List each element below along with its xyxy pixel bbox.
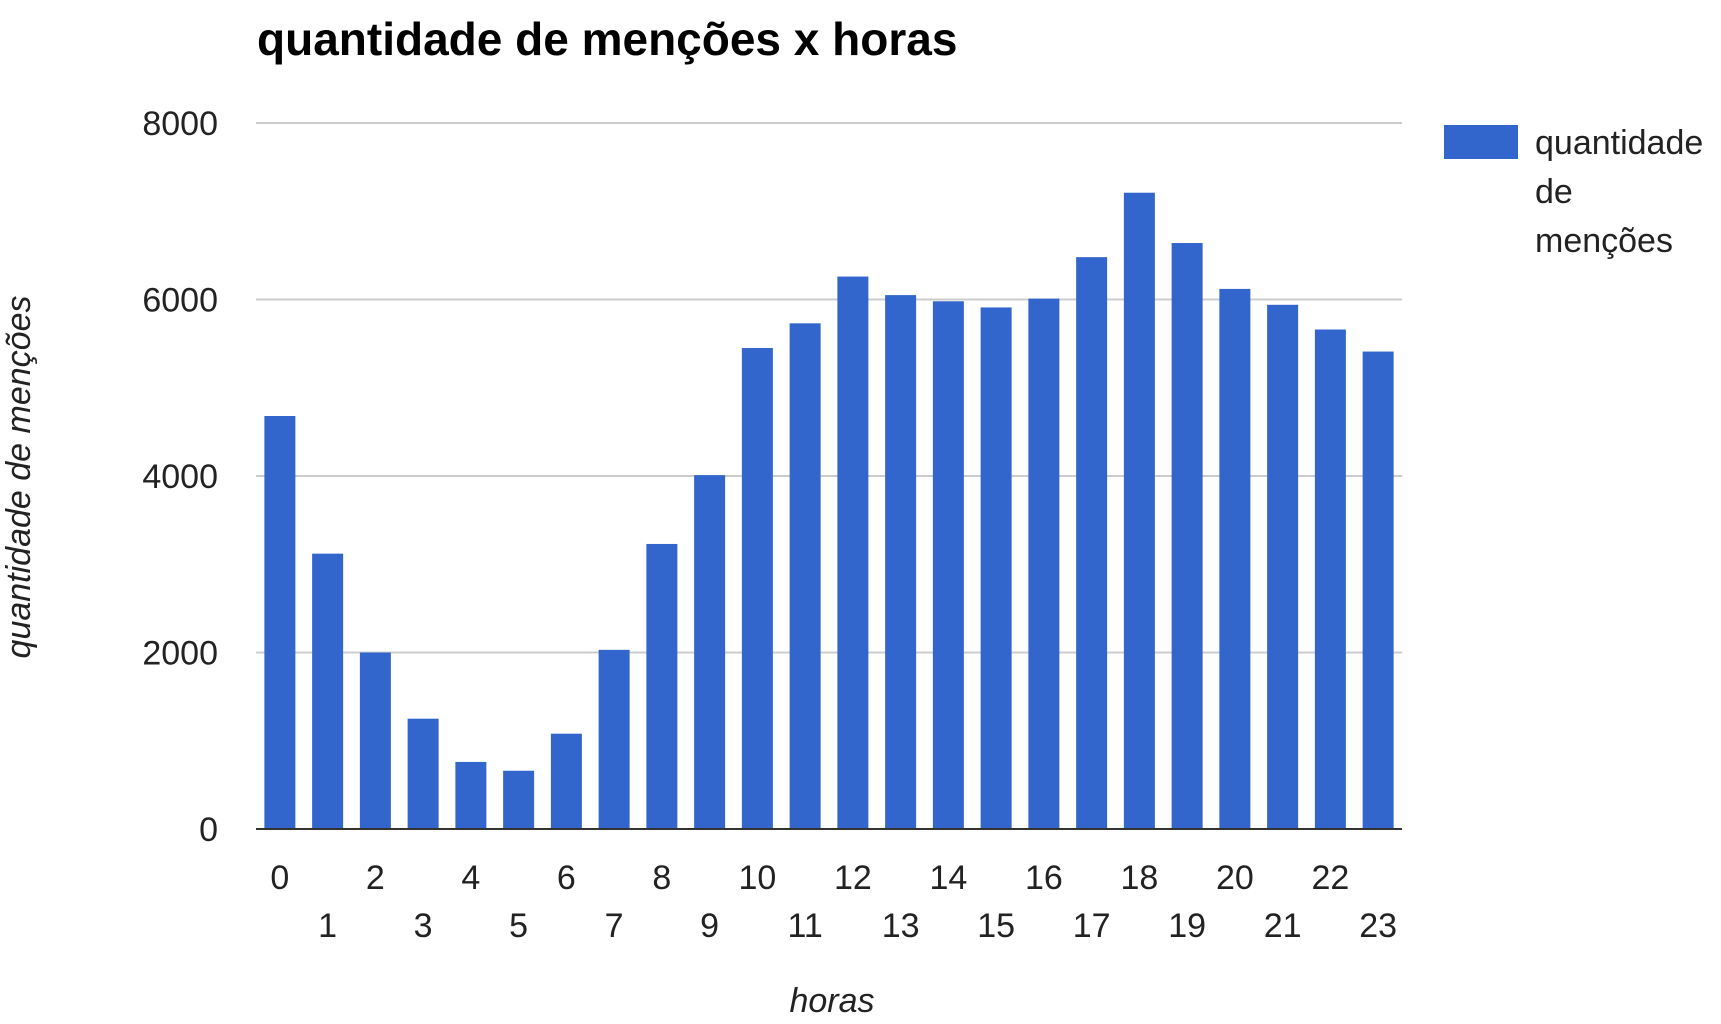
- x-tick-label-1: 1: [318, 907, 337, 945]
- x-tick-label-9: 9: [700, 907, 719, 945]
- bar-hour-13: [885, 295, 917, 829]
- bar-hour-0: [264, 415, 296, 829]
- legend-label-line-3: menções: [1535, 222, 1673, 260]
- x-tick-label-4: 4: [461, 859, 480, 897]
- y-axis-ticks: 0 2000 4000 6000 8000: [142, 105, 218, 849]
- bar-hour-22: [1314, 329, 1346, 829]
- x-tick-label-11: 11: [787, 907, 822, 945]
- bar-hour-11: [789, 323, 821, 829]
- x-tick-label-8: 8: [652, 859, 671, 897]
- x-tick-label-3: 3: [414, 907, 433, 945]
- x-tick-label-20: 20: [1216, 859, 1254, 897]
- bar-hour-6: [550, 733, 582, 829]
- x-tick-label-5: 5: [509, 907, 528, 945]
- bar-hour-4: [455, 761, 487, 829]
- bar-hour-14: [932, 301, 964, 829]
- bar-hour-2: [359, 652, 391, 829]
- y-tick-label-8000: 8000: [142, 105, 218, 143]
- x-tick-label-19: 19: [1168, 907, 1206, 945]
- bar-hour-17: [1076, 257, 1108, 829]
- x-tick-label-2: 2: [366, 859, 385, 897]
- bar-hour-15: [980, 307, 1012, 829]
- bar-hour-18: [1123, 192, 1155, 829]
- x-tick-label-17: 17: [1073, 907, 1111, 945]
- x-tick-label-0: 0: [270, 859, 289, 897]
- bar-hour-5: [503, 770, 535, 829]
- y-tick-label-2000: 2000: [142, 635, 218, 673]
- y-tick-label-6000: 6000: [142, 282, 218, 320]
- x-tick-label-18: 18: [1120, 859, 1158, 897]
- x-tick-label-6: 6: [557, 859, 576, 897]
- chart-title: quantidade de menções x horas: [257, 13, 957, 65]
- x-tick-label-21: 21: [1264, 907, 1302, 945]
- bar-hour-1: [312, 553, 344, 829]
- x-tick-label-15: 15: [977, 907, 1015, 945]
- x-tick-label-14: 14: [929, 859, 967, 897]
- bar-hour-8: [646, 543, 678, 829]
- bar-hour-3: [407, 718, 439, 829]
- legend-label: quantidade de menções: [1535, 124, 1713, 260]
- legend-swatch: [1444, 125, 1518, 159]
- bar-hour-9: [694, 475, 726, 829]
- bar-hour-23: [1362, 351, 1394, 829]
- x-tick-label-16: 16: [1025, 859, 1063, 897]
- bar-hour-19: [1171, 243, 1203, 829]
- x-tick-label-23: 23: [1359, 907, 1397, 945]
- x-tick-label-13: 13: [882, 907, 920, 945]
- x-tick-label-7: 7: [605, 907, 624, 945]
- bar-hour-10: [741, 348, 773, 829]
- bar-hour-7: [598, 649, 630, 829]
- y-tick-label-4000: 4000: [142, 458, 218, 496]
- legend-label-line-1: quantidade: [1535, 124, 1703, 162]
- gridlines: [256, 122, 1402, 654]
- y-axis-label: quantidade de menções: [0, 296, 38, 659]
- bar-hour-16: [1028, 298, 1060, 829]
- bar-hour-21: [1267, 304, 1299, 829]
- bar-hour-20: [1219, 288, 1251, 829]
- x-tick-label-10: 10: [738, 859, 776, 897]
- bars: [264, 192, 1394, 829]
- bar-hour-12: [837, 276, 869, 829]
- x-axis-label: horas: [789, 982, 874, 1020]
- x-tick-label-22: 22: [1311, 859, 1349, 897]
- x-tick-label-12: 12: [834, 859, 872, 897]
- legend: quantidade de menções: [1444, 124, 1713, 260]
- y-tick-label-0: 0: [199, 811, 218, 849]
- legend-label-line-2: de: [1535, 173, 1573, 211]
